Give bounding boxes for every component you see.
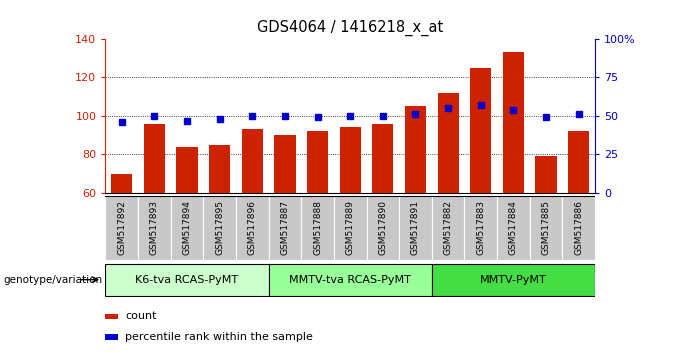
Bar — [143, 124, 165, 193]
Bar — [503, 52, 524, 193]
Text: MMTV-PyMT: MMTV-PyMT — [480, 275, 547, 285]
Text: GSM517886: GSM517886 — [574, 200, 583, 255]
Bar — [334, 196, 367, 260]
Text: GSM517888: GSM517888 — [313, 200, 322, 255]
Text: K6-tva RCAS-PyMT: K6-tva RCAS-PyMT — [135, 275, 239, 285]
Bar — [269, 264, 432, 296]
Text: GSM517885: GSM517885 — [541, 200, 551, 255]
Bar — [432, 196, 464, 260]
Text: GSM517894: GSM517894 — [182, 200, 192, 255]
Text: GSM517889: GSM517889 — [345, 200, 355, 255]
Text: GSM517884: GSM517884 — [509, 200, 518, 255]
Bar — [530, 196, 562, 260]
Bar — [497, 196, 530, 260]
Bar — [437, 93, 459, 193]
Text: GSM517887: GSM517887 — [280, 200, 290, 255]
Bar — [105, 314, 118, 319]
Bar — [301, 196, 334, 260]
Text: percentile rank within the sample: percentile rank within the sample — [125, 332, 313, 342]
Bar — [105, 335, 118, 340]
Bar — [269, 196, 301, 260]
Bar — [203, 196, 236, 260]
Bar — [339, 127, 361, 193]
Bar — [209, 145, 231, 193]
Title: GDS4064 / 1416218_x_at: GDS4064 / 1416218_x_at — [257, 20, 443, 36]
Bar — [176, 147, 198, 193]
Bar — [367, 196, 399, 260]
Text: GSM517892: GSM517892 — [117, 200, 126, 255]
Text: GSM517883: GSM517883 — [476, 200, 486, 255]
Text: count: count — [125, 311, 156, 321]
Text: GSM517896: GSM517896 — [248, 200, 257, 255]
Bar — [568, 131, 590, 193]
Text: GSM517895: GSM517895 — [215, 200, 224, 255]
Bar — [274, 135, 296, 193]
Bar — [535, 156, 557, 193]
Bar — [171, 196, 203, 260]
Bar — [405, 106, 426, 193]
Bar — [236, 196, 269, 260]
Bar — [111, 174, 133, 193]
Bar — [432, 264, 595, 296]
Bar — [399, 196, 432, 260]
Bar — [105, 264, 269, 296]
Text: MMTV-tva RCAS-PyMT: MMTV-tva RCAS-PyMT — [289, 275, 411, 285]
Bar — [241, 130, 263, 193]
Bar — [307, 131, 328, 193]
Text: GSM517891: GSM517891 — [411, 200, 420, 255]
Text: GSM517890: GSM517890 — [378, 200, 388, 255]
Bar — [470, 68, 492, 193]
Bar — [138, 196, 171, 260]
Bar — [562, 196, 595, 260]
Bar — [105, 196, 138, 260]
Text: GSM517882: GSM517882 — [443, 200, 453, 255]
Bar — [464, 196, 497, 260]
Text: GSM517893: GSM517893 — [150, 200, 159, 255]
Text: genotype/variation: genotype/variation — [3, 275, 103, 285]
Bar — [372, 124, 394, 193]
